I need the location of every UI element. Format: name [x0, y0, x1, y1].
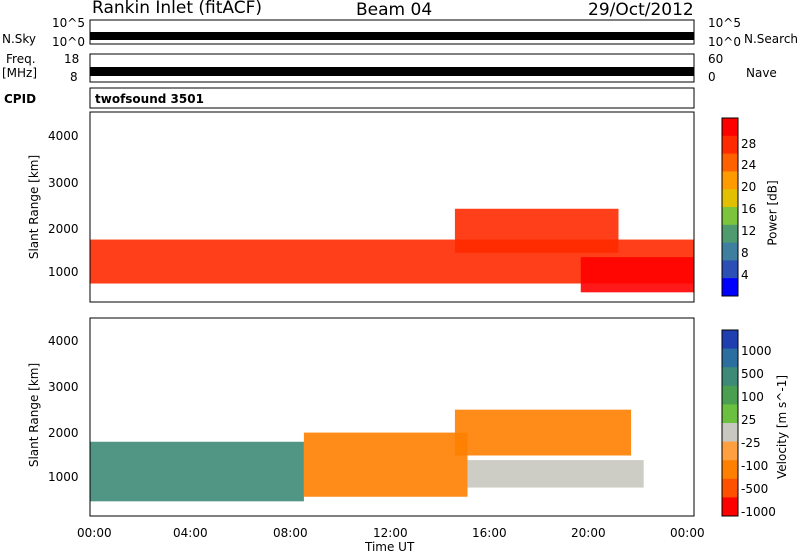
xtick-1600: 16:00: [472, 526, 507, 540]
velocity-cbar-swatch-2: [722, 367, 738, 387]
power-cbar-swatch-5: [722, 207, 738, 226]
noise-trace: [90, 32, 694, 40]
velocity-cbar-swatch-4: [722, 404, 738, 424]
power-heatmap: [90, 208, 694, 293]
power-cbar-20: 20: [741, 180, 757, 194]
power-ytick-4000: 4000: [48, 129, 79, 143]
nsky-label: N.Sky: [2, 32, 37, 46]
vel-cbar-minus1000: -1000: [741, 505, 776, 519]
xtick-1200: 12:00: [373, 526, 408, 540]
power-cbar-16: 16: [741, 202, 757, 216]
velocity-panel-frame: [89, 317, 695, 517]
velocity-cbar-swatch-7: [722, 460, 738, 480]
cpid-value: twofsound 3501: [95, 92, 204, 106]
vel-cbar-minus25: -25: [741, 436, 761, 450]
nave-tick-top: 60: [708, 52, 724, 66]
vel-cbar-minus100: -100: [741, 459, 769, 473]
power-cbar-swatch-3: [722, 171, 738, 190]
cpid-label: CPID: [4, 92, 37, 106]
nave-label: Nave: [746, 66, 777, 80]
power-ytick-2000: 2000: [48, 222, 79, 236]
vel-cbar-25: 25: [741, 413, 757, 427]
velocity-cbar-swatch-9: [722, 497, 738, 517]
nsearch-label: N.Search: [744, 32, 799, 46]
power-band-2: [580, 257, 694, 293]
power-ytick-3000: 3000: [48, 176, 79, 190]
velocity-cbar-swatch-5: [722, 423, 738, 443]
power-cbar-swatch-4: [722, 189, 738, 208]
noise-right-tick-top: 10^5: [708, 16, 741, 30]
nave-tick-bottom: 0: [708, 70, 716, 84]
power-cbar-swatch-6: [722, 224, 738, 244]
velocity-cbar-frame: [721, 329, 739, 517]
velocity-cbar-swatch-6: [722, 441, 738, 461]
velocity-band-2: [454, 409, 632, 456]
power-cbar-28: 28: [741, 137, 757, 151]
velocity-ytick-4000: 4000: [48, 334, 79, 348]
xtick-0800: 08:00: [273, 526, 308, 540]
power-cbar-swatch-1: [722, 135, 738, 155]
vel-cbar-1000: 1000: [741, 344, 772, 358]
vel-cbar-500: 500: [741, 367, 764, 381]
velocity-cbar-swatch-3: [722, 385, 738, 405]
noise-left-tick-bottom: 10^0: [52, 35, 85, 49]
power-cbar-swatch-7: [722, 242, 738, 261]
vel-cbar-minus500: -500: [741, 482, 769, 496]
velocity-cbar-swatch-1: [722, 348, 738, 368]
velocity-band-3: [467, 460, 644, 488]
power-ytick-1000: 1000: [48, 265, 79, 279]
power-cbar-24: 24: [741, 158, 757, 172]
velocity-ytick-2000: 2000: [48, 426, 79, 440]
power-cbar-frame: [721, 117, 739, 297]
velocity-heatmap: [90, 409, 644, 502]
velocity-ytick-3000: 3000: [48, 380, 79, 394]
date-label: 29/Oct/2012: [588, 0, 694, 20]
freq-trace: [90, 67, 694, 76]
freq-label: Freq.: [6, 52, 36, 66]
velocity-colorbar: [721, 329, 739, 517]
freq-tick-bottom: 8: [70, 70, 78, 84]
xtick-2000: 20:00: [571, 526, 606, 540]
power-cbar-swatch-9: [722, 278, 738, 297]
station-title: Rankin Inlet (fitACF): [92, 0, 263, 18]
xtick-2400: 00:00: [670, 526, 705, 540]
power-cbar-12: 12: [741, 224, 757, 238]
freq-tick-top: 18: [64, 52, 80, 66]
xtick-0400: 04:00: [173, 526, 208, 540]
xaxis-label: Time UT: [365, 540, 415, 554]
power-cbar-swatch-2: [722, 153, 738, 172]
power-cbar-4: 4: [741, 268, 749, 282]
beam-label: Beam 04: [356, 0, 433, 20]
power-cbar-swatch-8: [722, 260, 738, 279]
velocity-cbar-swatch-0: [722, 330, 738, 350]
power-colorbar: [721, 117, 739, 297]
cpid-panel-frame: [89, 87, 695, 109]
power-cbar-swatch-0: [722, 118, 738, 137]
power-panel-frame: [89, 111, 695, 303]
freq-unit-label: [MHz]: [2, 66, 38, 80]
xtick-0000: 00:00: [77, 526, 112, 540]
noise-left-tick-top: 10^5: [52, 16, 85, 30]
velocity-band-1: [303, 432, 468, 497]
power-band-1: [454, 208, 619, 253]
power-cbar-8: 8: [741, 246, 749, 260]
velocity-cbar-swatch-8: [722, 478, 738, 498]
velocity-ytick-1000: 1000: [48, 470, 79, 484]
velocity-band-0: [90, 441, 304, 502]
vel-cbar-100: 100: [741, 390, 764, 404]
noise-right-tick-bottom: 10^0: [708, 35, 741, 49]
